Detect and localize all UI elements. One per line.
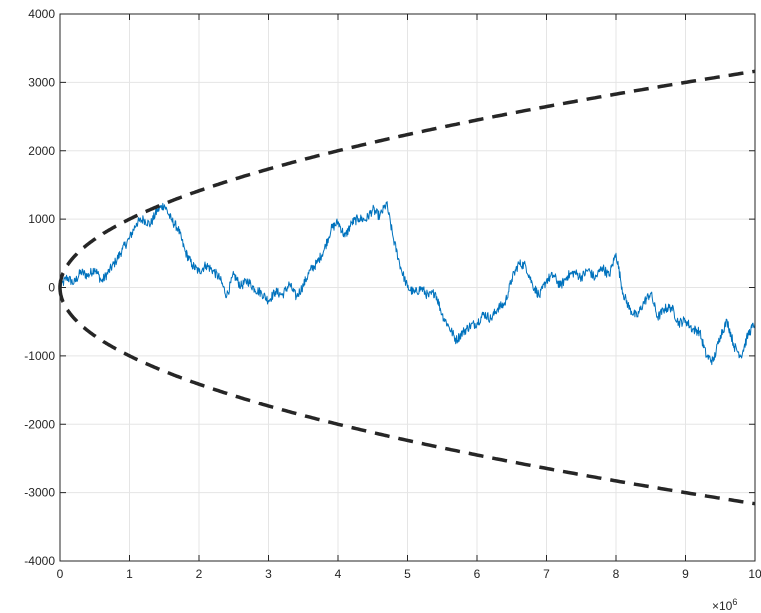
y-tick-label: 0 [48,281,55,295]
x-tick-label: 0 [57,567,64,581]
x-tick-label: 1 [126,567,133,581]
x-tick-label: 6 [474,567,481,581]
x-tick-label: 5 [404,567,411,581]
x-tick-label: 4 [335,567,342,581]
x-axis-exponent-label: ×106 [712,597,737,613]
x-tick-label: 10 [748,567,761,581]
x-tick-label: 8 [613,567,620,581]
y-tick-label: 1000 [28,212,55,226]
y-tick-label: -1000 [24,349,55,363]
x-exponent-power: 6 [732,597,737,607]
x-tick-label: 3 [265,567,272,581]
x-tick-label: 2 [196,567,203,581]
upper-bound-dashed-line [58,69,756,288]
y-tick-label: -4000 [24,554,55,568]
x-tick-label: 9 [682,567,689,581]
series-layer [58,69,756,506]
y-tick-label: 3000 [28,75,55,89]
y-tick-label: 4000 [28,7,55,21]
x-tick-label: 7 [543,567,550,581]
lower-bound-dashed-line [58,287,756,506]
y-tick-label: -3000 [24,486,55,500]
y-tick-label: -2000 [24,417,55,431]
ticks-layer: 0 1 2 3 4 5 6 7 8 9 10 -4000 -3000 -2000 -1000 0 1000 200… [24,7,761,581]
random-walk-line [59,201,756,366]
x-exponent-base: ×10 [712,599,733,613]
y-tick-label: 2000 [28,144,55,158]
